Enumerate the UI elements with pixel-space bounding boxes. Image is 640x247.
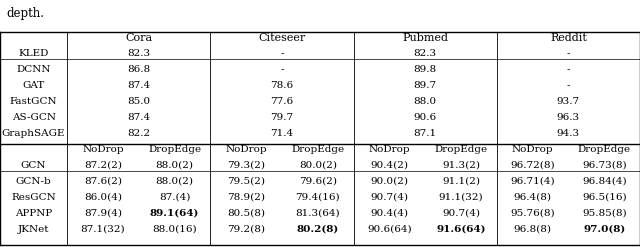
Text: -: -	[280, 49, 284, 58]
Text: 88.0(2): 88.0(2)	[156, 177, 194, 186]
Text: 90.6(64): 90.6(64)	[367, 225, 412, 234]
Text: 81.3(64): 81.3(64)	[296, 209, 340, 218]
Text: 77.6: 77.6	[271, 97, 294, 106]
Text: 90.0(2): 90.0(2)	[371, 177, 408, 186]
Text: -: -	[280, 65, 284, 74]
Text: 87.6(2): 87.6(2)	[84, 177, 122, 186]
Text: Reddit: Reddit	[550, 33, 587, 43]
Text: 90.7(4): 90.7(4)	[442, 209, 480, 218]
Text: -: -	[566, 81, 570, 90]
Text: 80.0(2): 80.0(2)	[299, 161, 337, 170]
Text: 86.0(4): 86.0(4)	[84, 193, 122, 202]
Text: 88.0(16): 88.0(16)	[152, 225, 197, 234]
Text: NoDrop: NoDrop	[512, 145, 554, 154]
Text: 89.8: 89.8	[413, 65, 436, 74]
Text: 87.(4): 87.(4)	[159, 193, 190, 202]
Text: ResGCN: ResGCN	[12, 193, 56, 202]
Text: GraphSAGE: GraphSAGE	[2, 129, 65, 138]
Text: 91.6(64): 91.6(64)	[436, 225, 486, 234]
Text: 96.84(4): 96.84(4)	[582, 177, 627, 186]
Text: 79.4(16): 79.4(16)	[296, 193, 340, 202]
Text: 91.3(2): 91.3(2)	[442, 161, 480, 170]
Text: 71.4: 71.4	[271, 129, 294, 138]
Text: NoDrop: NoDrop	[225, 145, 267, 154]
Text: GCN: GCN	[21, 161, 46, 170]
Text: 95.85(8): 95.85(8)	[582, 209, 627, 218]
Text: 86.8: 86.8	[127, 65, 150, 74]
Text: 96.71(4): 96.71(4)	[510, 177, 555, 186]
Text: 87.4: 87.4	[127, 81, 150, 90]
Text: 96.72(8): 96.72(8)	[510, 161, 555, 170]
Text: 82.2: 82.2	[127, 129, 150, 138]
Text: 87.9(4): 87.9(4)	[84, 209, 122, 218]
Text: 91.1(2): 91.1(2)	[442, 177, 480, 186]
Text: KLED: KLED	[19, 49, 49, 58]
Text: DCNN: DCNN	[17, 65, 51, 74]
Text: Pubmed: Pubmed	[402, 33, 448, 43]
Text: GCN-b: GCN-b	[16, 177, 51, 186]
Text: DropEdge: DropEdge	[148, 145, 201, 154]
Text: 97.0(8): 97.0(8)	[583, 225, 625, 234]
Text: DropEdge: DropEdge	[578, 145, 631, 154]
Text: 87.2(2): 87.2(2)	[84, 161, 122, 170]
Text: 79.2(8): 79.2(8)	[227, 225, 265, 234]
Text: GAT: GAT	[22, 81, 45, 90]
Text: 93.7: 93.7	[557, 97, 580, 106]
Text: 90.4(4): 90.4(4)	[371, 209, 408, 218]
Text: 96.3: 96.3	[557, 113, 580, 122]
Text: DropEdge: DropEdge	[435, 145, 488, 154]
Text: 79.7: 79.7	[271, 113, 294, 122]
Text: 94.3: 94.3	[557, 129, 580, 138]
Text: 78.9(2): 78.9(2)	[227, 193, 265, 202]
Text: 78.6: 78.6	[271, 81, 294, 90]
Text: 96.5(16): 96.5(16)	[582, 193, 627, 202]
Text: 90.6: 90.6	[413, 113, 436, 122]
Text: -: -	[566, 65, 570, 74]
Text: 88.0: 88.0	[413, 97, 436, 106]
Text: -: -	[566, 49, 570, 58]
Text: 87.1: 87.1	[413, 129, 436, 138]
Text: AS-GCN: AS-GCN	[12, 113, 56, 122]
Text: 96.73(8): 96.73(8)	[582, 161, 627, 170]
Text: 82.3: 82.3	[413, 49, 436, 58]
Text: 89.1(64): 89.1(64)	[150, 209, 199, 218]
Text: Cora: Cora	[125, 33, 152, 43]
Text: 79.6(2): 79.6(2)	[299, 177, 337, 186]
Text: JKNet: JKNet	[18, 225, 49, 234]
Text: 87.1(32): 87.1(32)	[81, 225, 125, 234]
Text: DropEdge: DropEdge	[291, 145, 344, 154]
Text: 88.0(2): 88.0(2)	[156, 161, 194, 170]
Text: 95.76(8): 95.76(8)	[510, 209, 555, 218]
Text: NoDrop: NoDrop	[369, 145, 410, 154]
Text: 79.5(2): 79.5(2)	[227, 177, 265, 186]
Text: Citeseer: Citeseer	[259, 33, 306, 43]
Text: 89.7: 89.7	[413, 81, 436, 90]
Text: 80.2(8): 80.2(8)	[297, 225, 339, 234]
Text: 85.0: 85.0	[127, 97, 150, 106]
Text: 80.5(8): 80.5(8)	[227, 209, 265, 218]
Text: 79.3(2): 79.3(2)	[227, 161, 265, 170]
Text: 90.4(2): 90.4(2)	[371, 161, 408, 170]
Text: 82.3: 82.3	[127, 49, 150, 58]
Text: 87.4: 87.4	[127, 113, 150, 122]
Text: NoDrop: NoDrop	[82, 145, 124, 154]
Text: 90.7(4): 90.7(4)	[371, 193, 408, 202]
Text: APPNP: APPNP	[15, 209, 52, 218]
Text: FastGCN: FastGCN	[10, 97, 58, 106]
Text: 96.8(8): 96.8(8)	[514, 225, 552, 234]
Text: 91.1(32): 91.1(32)	[438, 193, 483, 202]
Text: 96.4(8): 96.4(8)	[514, 193, 552, 202]
Text: depth.: depth.	[6, 7, 44, 21]
